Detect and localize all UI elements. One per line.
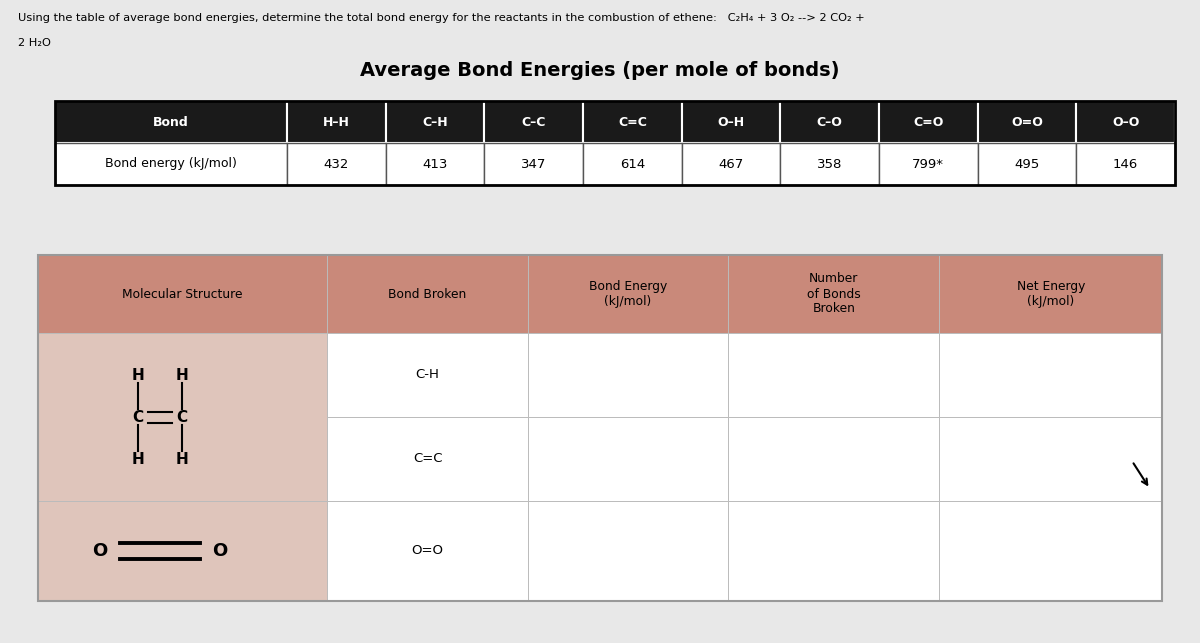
Text: O: O (212, 542, 227, 560)
Text: C=C: C=C (618, 116, 647, 129)
Bar (583, 143, 682, 185)
Text: C–H: C–H (422, 116, 448, 129)
Bar (940, 417, 1162, 501)
Text: H: H (175, 451, 188, 467)
Text: C=O: C=O (913, 116, 943, 129)
Text: Using the table of average bond energies, determine the total bond energy for th: Using the table of average bond energies… (18, 13, 865, 23)
Bar (728, 333, 940, 417)
Bar (728, 501, 940, 601)
Text: 413: 413 (422, 158, 448, 170)
Bar (880, 101, 978, 143)
Text: 614: 614 (619, 158, 646, 170)
Text: 495: 495 (1014, 158, 1039, 170)
Bar (978, 101, 1076, 143)
Bar (940, 333, 1162, 417)
Text: C-H: C-H (415, 368, 439, 381)
Text: Bond Broken: Bond Broken (389, 287, 467, 300)
Text: O=O: O=O (412, 545, 444, 557)
Bar (287, 101, 385, 143)
Text: Bond: Bond (154, 116, 188, 129)
Text: 467: 467 (719, 158, 744, 170)
Bar (38, 501, 328, 601)
Bar (880, 143, 978, 185)
Bar (385, 101, 485, 143)
Text: C–C: C–C (522, 116, 546, 129)
Bar (780, 101, 880, 143)
Bar (728, 417, 940, 501)
Text: C–O: C–O (817, 116, 842, 129)
Bar (528, 333, 728, 417)
Bar (978, 143, 1076, 185)
Text: Average Bond Energies (per mole of bonds): Average Bond Energies (per mole of bonds… (360, 61, 840, 80)
Text: 2 H₂O: 2 H₂O (18, 38, 50, 48)
Text: Bond Energy
(kJ/mol): Bond Energy (kJ/mol) (589, 280, 667, 308)
Bar (38, 333, 328, 501)
Text: Number
of Bonds
Broken: Number of Bonds Broken (806, 273, 860, 316)
Text: H: H (175, 368, 188, 383)
Text: O–O: O–O (1112, 116, 1139, 129)
Bar (328, 417, 528, 501)
Text: 432: 432 (324, 158, 349, 170)
Text: C=C: C=C (413, 453, 443, 466)
Bar (940, 255, 1162, 333)
Text: 358: 358 (817, 158, 842, 170)
Bar (682, 101, 780, 143)
Bar (55, 101, 287, 143)
Bar (485, 143, 583, 185)
Text: 799*: 799* (912, 158, 944, 170)
Text: C: C (132, 410, 143, 424)
Bar (528, 417, 728, 501)
Text: H: H (131, 368, 144, 383)
Bar (682, 143, 780, 185)
Text: C: C (176, 410, 187, 424)
Bar (728, 255, 940, 333)
Bar (38, 255, 1162, 601)
Bar (38, 255, 328, 333)
Bar (55, 143, 287, 185)
Bar (1076, 101, 1175, 143)
Text: Net Energy
(kJ/mol): Net Energy (kJ/mol) (1016, 280, 1085, 308)
Text: H–H: H–H (323, 116, 350, 129)
Text: O–H: O–H (718, 116, 745, 129)
Bar (528, 255, 728, 333)
Text: Bond energy (kJ/mol): Bond energy (kJ/mol) (106, 158, 236, 170)
Bar (940, 501, 1162, 601)
Text: O: O (92, 542, 107, 560)
Text: Molecular Structure: Molecular Structure (122, 287, 242, 300)
Bar (328, 333, 528, 417)
Text: O=O: O=O (1012, 116, 1043, 129)
Bar (55, 101, 1175, 185)
Bar (528, 501, 728, 601)
Bar (583, 101, 682, 143)
Bar (1076, 143, 1175, 185)
Bar (485, 101, 583, 143)
Text: 347: 347 (521, 158, 546, 170)
Text: 146: 146 (1114, 158, 1139, 170)
Bar (328, 501, 528, 601)
Bar (287, 143, 385, 185)
Text: H: H (131, 451, 144, 467)
Bar (780, 143, 880, 185)
Bar (328, 255, 528, 333)
Bar (385, 143, 485, 185)
